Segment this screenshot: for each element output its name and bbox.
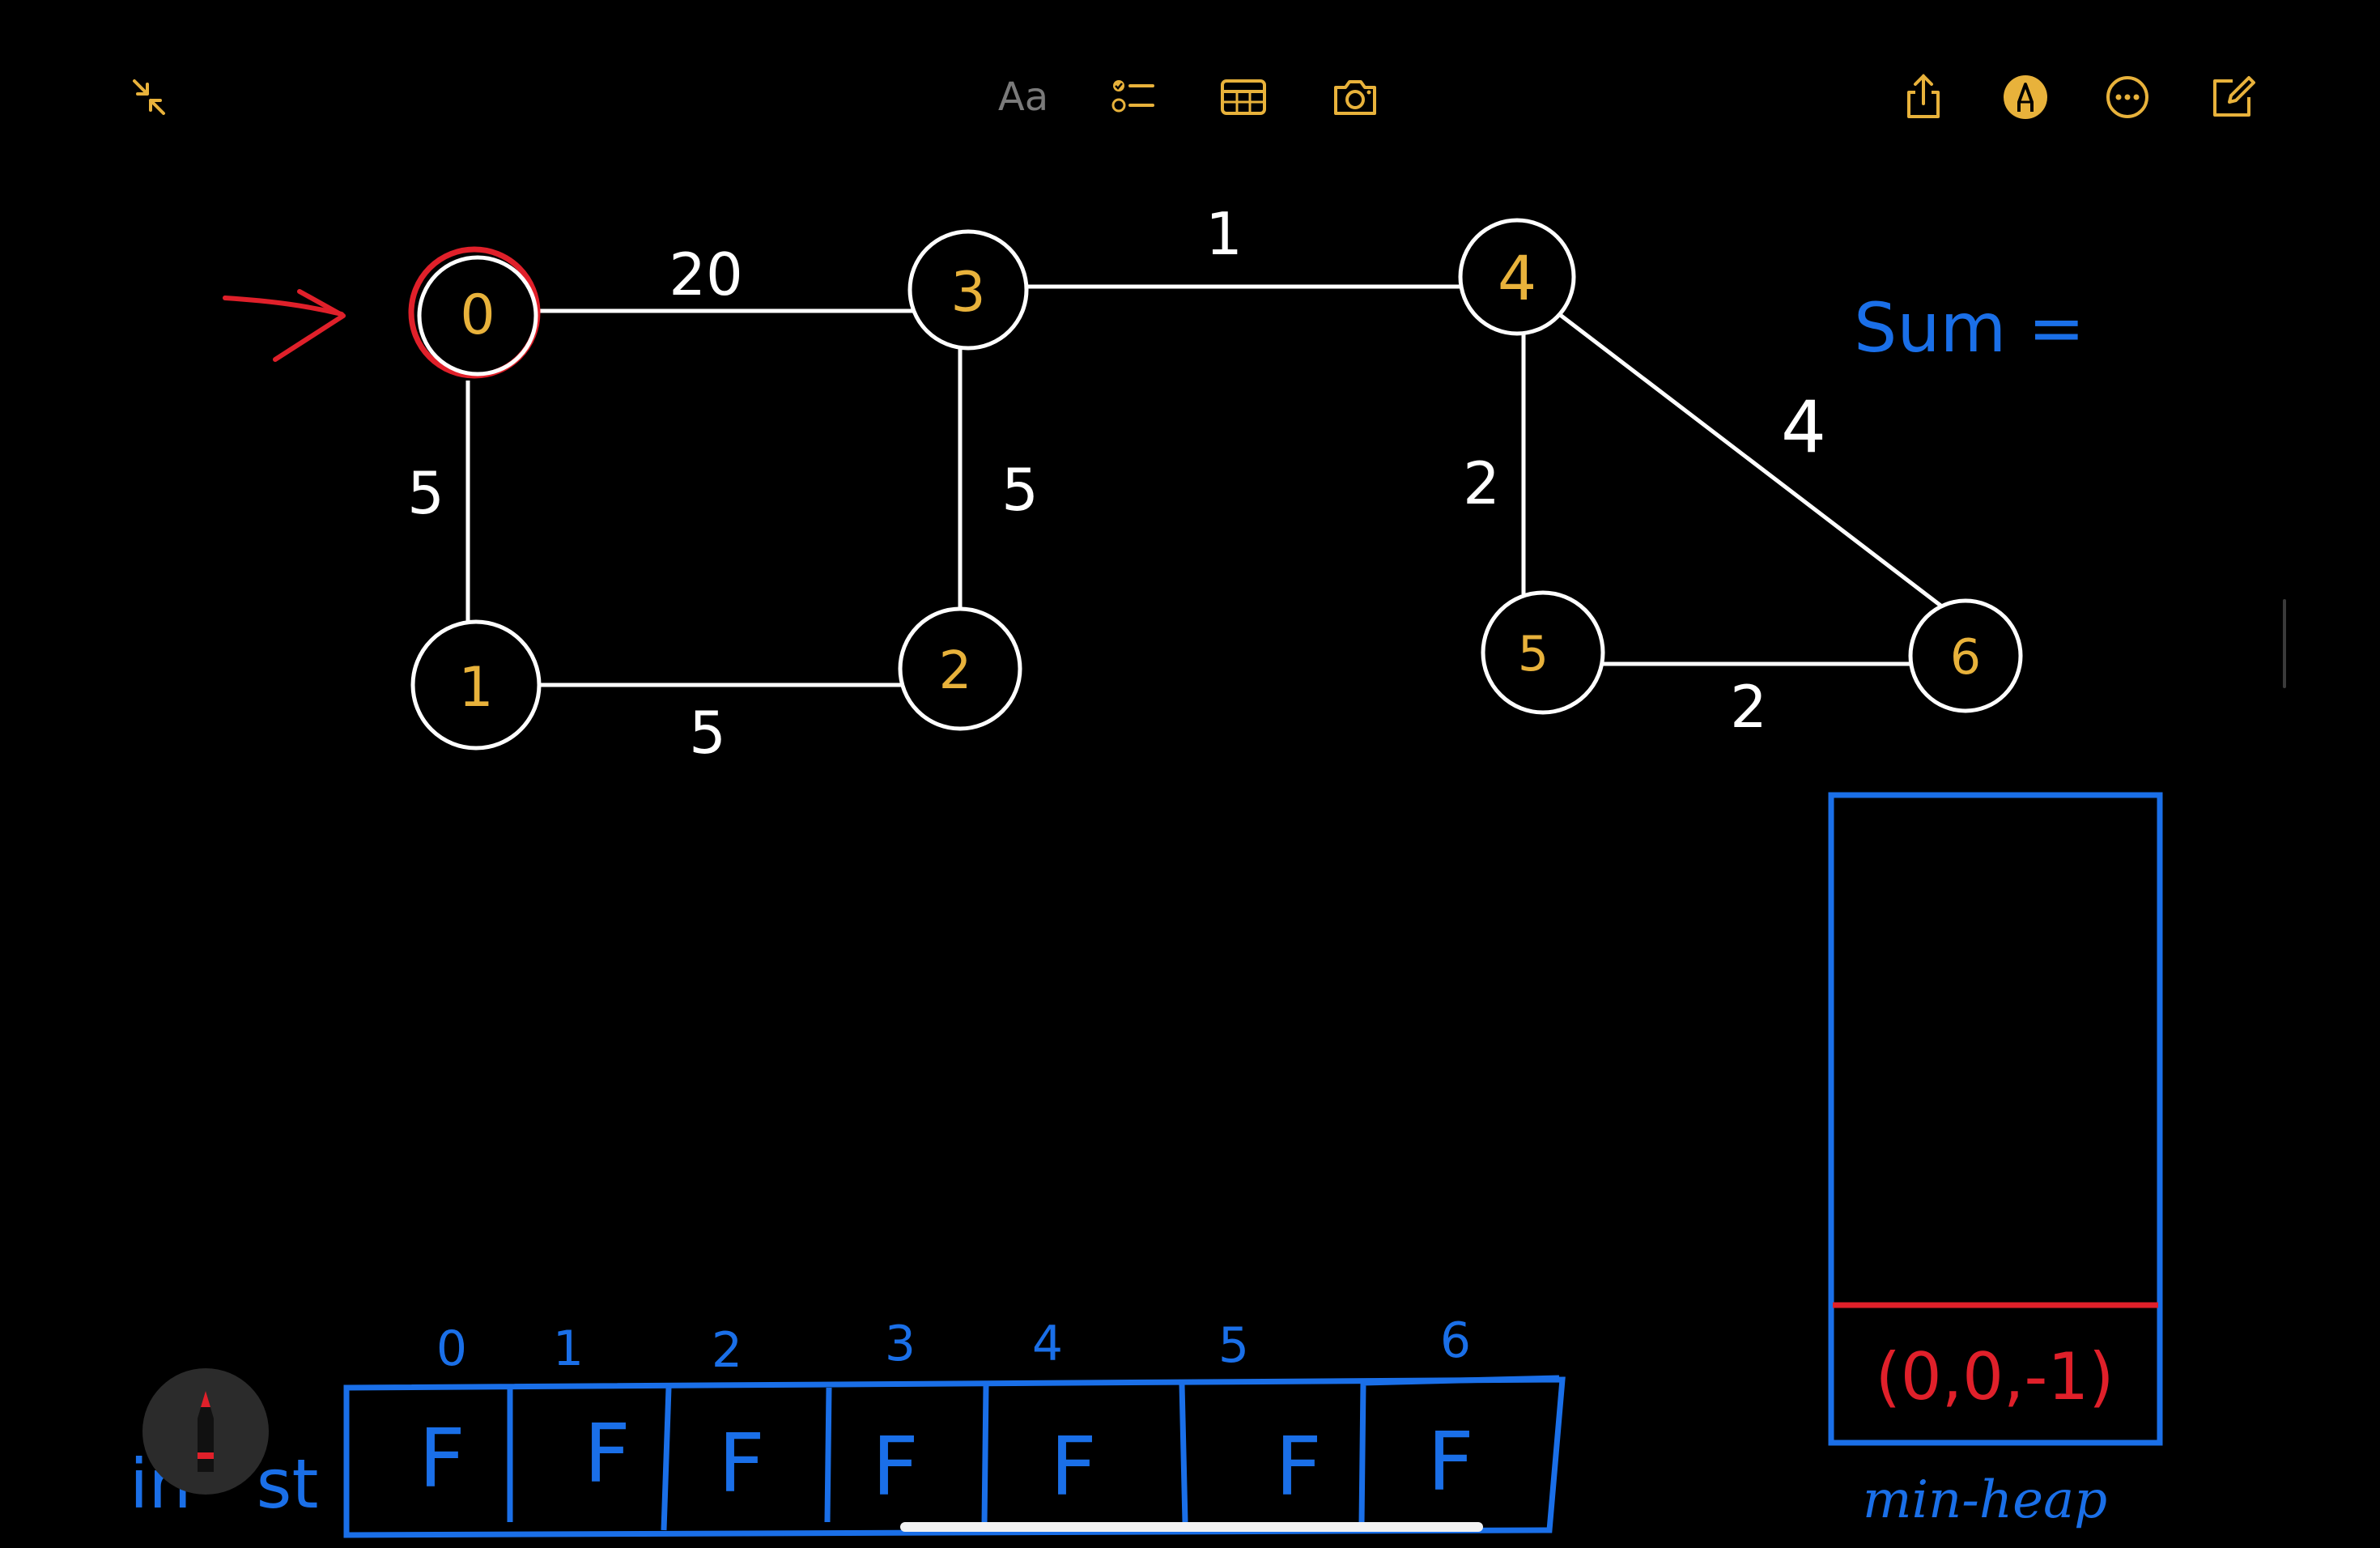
array-indices: 0 1 2 3 4 5 6 xyxy=(436,1312,1471,1379)
start-arrow xyxy=(223,289,346,362)
array-index: 5 xyxy=(1218,1317,1249,1374)
node-label: 4 xyxy=(1498,242,1536,314)
share-icon xyxy=(1907,74,1940,118)
ellipsis-circle-icon xyxy=(2106,76,2148,118)
graph-edges xyxy=(465,284,1944,687)
min-heap: (0,0,-1) min-heap xyxy=(1828,792,2163,1530)
home-indicator[interactable] xyxy=(900,1522,1483,1532)
edge-weights: 20 1 5 5 5 2 4 2 xyxy=(407,200,1826,767)
array-index: 3 xyxy=(885,1316,916,1372)
array-values: F F F F F F F xyxy=(419,1406,1474,1514)
more-button[interactable] xyxy=(2095,65,2160,130)
weight-label: 2 xyxy=(1463,449,1500,517)
node-label: 1 xyxy=(458,656,493,720)
weight-label: 20 xyxy=(669,240,743,308)
node-4: 4 xyxy=(1458,218,1576,336)
compose-button[interactable] xyxy=(2200,65,2265,130)
node-6: 6 xyxy=(1908,598,2023,713)
node-label: 3 xyxy=(950,261,985,325)
weight-label: 5 xyxy=(689,699,726,767)
collapse-arrows-icon xyxy=(133,79,165,115)
checklist-icon xyxy=(1111,80,1154,113)
camera-icon xyxy=(1334,80,1376,115)
weight-label: 1 xyxy=(1205,200,1243,268)
table-icon xyxy=(1221,79,1266,115)
visited-array: 0 1 2 3 4 5 6 F F F F F F F in st xyxy=(130,1312,1566,1538)
table-button[interactable] xyxy=(1211,65,1276,130)
pen-markup-icon xyxy=(2004,75,2047,119)
array-cell: F xyxy=(872,1419,919,1514)
compose-icon xyxy=(2213,76,2255,117)
pencil-icon xyxy=(198,1391,214,1472)
pencil-tool-button[interactable] xyxy=(142,1368,269,1495)
node-2: 2 xyxy=(898,606,1022,731)
heap-label: min-heap xyxy=(1863,1470,2107,1530)
weight-label: 5 xyxy=(407,459,444,527)
node-label: 0 xyxy=(460,283,495,347)
array-cell: F xyxy=(1050,1419,1097,1514)
weight-label: 5 xyxy=(1001,456,1039,524)
sum-label: Sum = xyxy=(1854,288,2085,368)
camera-button[interactable] xyxy=(1323,65,1388,130)
node-5: 5 xyxy=(1481,590,1605,715)
format-label: Aa xyxy=(997,74,1049,120)
node-3: 3 xyxy=(907,229,1029,351)
format-button[interactable]: Aa xyxy=(991,65,1056,130)
array-index: 6 xyxy=(1440,1312,1471,1369)
array-outline xyxy=(343,1376,1566,1538)
array-cell: F xyxy=(584,1406,631,1501)
scroll-indicator[interactable] xyxy=(2283,599,2286,688)
weight-label: 2 xyxy=(1730,673,1767,741)
array-index: 0 xyxy=(436,1320,467,1377)
node-label: 6 xyxy=(1950,629,1981,686)
array-cell: F xyxy=(419,1411,465,1506)
array-index: 1 xyxy=(553,1320,584,1377)
node-label: 2 xyxy=(939,641,972,701)
share-button[interactable] xyxy=(1891,65,1956,130)
array-index: 2 xyxy=(712,1322,742,1379)
node-0: 0 xyxy=(408,246,541,379)
node-1: 1 xyxy=(410,619,542,751)
graph-nodes: 0 1 2 3 4 5 6 xyxy=(408,218,2023,751)
checklist-button[interactable] xyxy=(1101,65,1166,130)
heap-entry: (0,0,-1) xyxy=(1876,1339,2114,1414)
array-index: 4 xyxy=(1032,1316,1063,1372)
markup-button[interactable] xyxy=(1993,65,2058,130)
array-cell: F xyxy=(718,1416,765,1511)
edge-4-6 xyxy=(1558,313,1944,609)
node-label: 5 xyxy=(1518,626,1549,683)
weight-label: 4 xyxy=(1781,385,1826,469)
array-cell: F xyxy=(1427,1414,1474,1509)
array-cell: F xyxy=(1275,1419,1322,1514)
collapse-button[interactable] xyxy=(117,65,181,130)
